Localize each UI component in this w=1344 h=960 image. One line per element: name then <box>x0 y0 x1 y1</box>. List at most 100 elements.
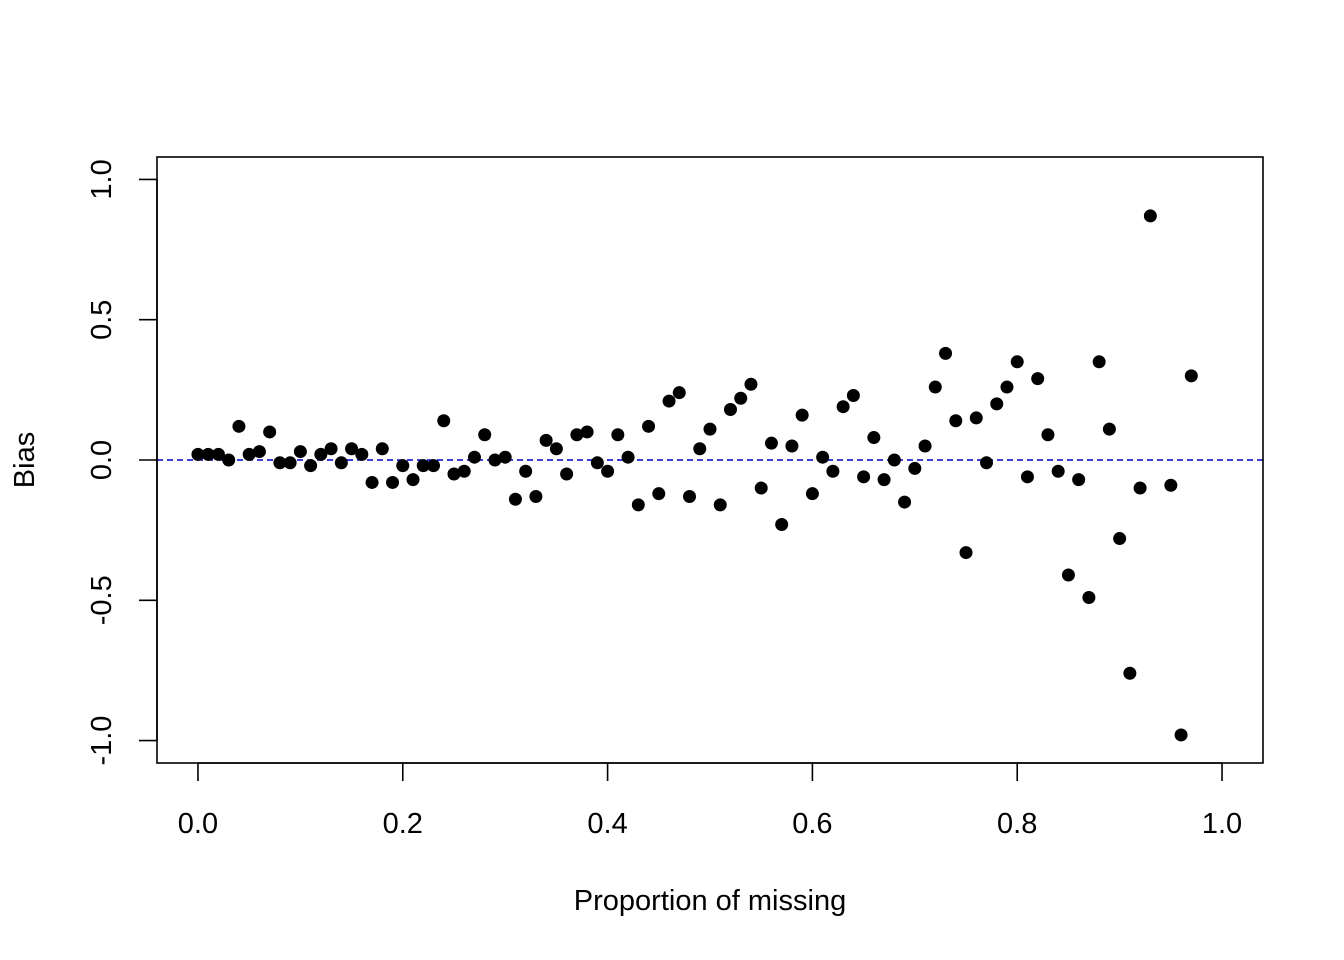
data-point <box>386 475 400 489</box>
data-point <box>785 439 799 453</box>
data-point <box>611 428 625 442</box>
data-point <box>877 473 891 487</box>
x-tick-label: 0.6 <box>792 808 832 840</box>
data-point <box>1092 355 1106 369</box>
x-axis: 0.0 0.2 0.4 0.6 0.8 1.0 <box>178 762 1242 840</box>
data-point <box>980 456 993 470</box>
data-point <box>519 464 533 478</box>
data-point <box>211 447 225 461</box>
data-point <box>1031 372 1045 386</box>
data-point <box>887 453 901 467</box>
data-point <box>529 489 543 503</box>
data-point <box>273 456 287 470</box>
x-tick-label: 0.8 <box>997 808 1037 840</box>
data-point <box>467 450 481 464</box>
data-point <box>939 346 953 360</box>
data-point <box>580 425 594 439</box>
data-point <box>775 518 789 532</box>
data-point <box>1113 532 1127 546</box>
data-point <box>826 464 840 478</box>
data-point <box>365 475 379 489</box>
data-point <box>734 391 748 405</box>
y-tick-label: 1.0 <box>86 159 118 199</box>
data-point <box>549 442 563 456</box>
data-point <box>560 467 574 481</box>
y-axis-label: Bias <box>9 432 41 488</box>
data-point <box>539 433 553 447</box>
data-point <box>447 467 461 481</box>
data-point <box>1164 478 1178 492</box>
data-point <box>406 473 420 487</box>
data-point <box>437 414 451 428</box>
data-point <box>1041 428 1055 442</box>
data-point <box>334 456 348 470</box>
data-point <box>1082 590 1096 604</box>
data-point <box>324 442 338 456</box>
data-point <box>488 453 502 467</box>
y-tick-label: -0.5 <box>86 575 118 625</box>
data-point <box>621 450 635 464</box>
y-axis: -1.0 -0.5 0.0 0.5 1.0 <box>86 159 158 766</box>
data-point <box>867 431 881 445</box>
data-point <box>252 445 266 459</box>
data-point <box>1143 209 1157 223</box>
data-point <box>959 546 973 560</box>
data-point <box>478 428 492 442</box>
data-point <box>1123 666 1137 680</box>
data-point <box>304 459 318 473</box>
data-point <box>222 453 236 467</box>
data-point <box>662 394 676 408</box>
data-point <box>498 450 512 464</box>
data-point <box>427 459 440 473</box>
data-point <box>631 498 645 512</box>
data-point <box>345 442 359 456</box>
data-point <box>263 425 277 439</box>
data-point <box>949 414 963 428</box>
y-tick-label: 0.0 <box>86 440 118 480</box>
data-point <box>723 403 737 416</box>
data-point <box>375 442 389 456</box>
data-point <box>1000 380 1014 394</box>
x-tick-label: 0.4 <box>587 808 627 840</box>
data-point <box>570 428 584 442</box>
data-points <box>191 209 1198 742</box>
data-point <box>744 377 758 391</box>
data-point <box>457 464 471 478</box>
data-point <box>201 447 215 461</box>
data-point <box>908 461 922 475</box>
data-point <box>1051 464 1065 478</box>
data-point <box>805 487 819 501</box>
data-point <box>355 447 369 461</box>
data-point <box>1010 355 1024 369</box>
y-tick-label: 0.5 <box>86 300 118 340</box>
data-point <box>1184 369 1198 383</box>
data-point <box>396 459 410 473</box>
data-point <box>590 456 604 470</box>
y-tick-label: -1.0 <box>86 716 118 766</box>
data-point <box>314 447 328 461</box>
data-point <box>683 489 697 503</box>
data-point <box>1061 568 1075 582</box>
x-tick-label: 0.2 <box>383 808 423 840</box>
x-tick-label: 0.0 <box>178 808 218 840</box>
data-point <box>1174 728 1188 742</box>
data-point <box>1102 422 1116 436</box>
data-point <box>754 481 768 495</box>
x-axis-label: Proportion of missing <box>574 885 846 917</box>
data-point <box>898 495 912 509</box>
data-point <box>713 498 727 512</box>
data-point <box>191 447 205 461</box>
data-point <box>283 456 297 470</box>
data-point <box>928 380 942 394</box>
data-point <box>416 459 430 473</box>
data-point <box>1133 481 1147 495</box>
data-point <box>816 450 830 464</box>
data-point <box>652 487 666 501</box>
data-point <box>508 492 522 506</box>
x-tick-label: 1.0 <box>1202 808 1242 840</box>
data-point <box>672 386 686 400</box>
data-point <box>703 422 717 436</box>
data-point <box>918 439 932 453</box>
